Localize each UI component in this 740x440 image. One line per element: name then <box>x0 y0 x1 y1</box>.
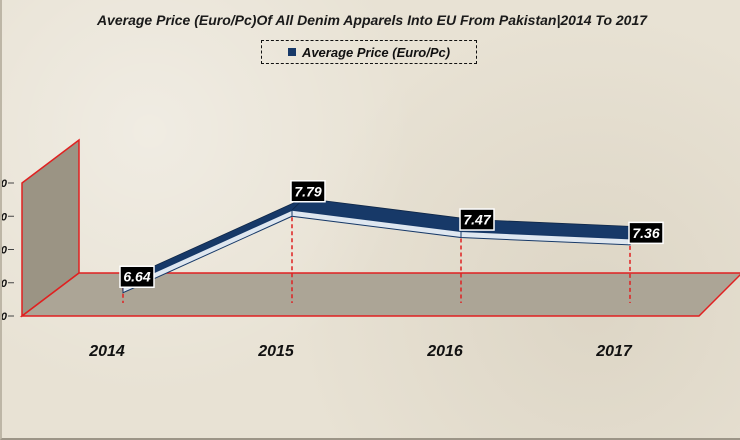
legend-label: Average Price (Euro/Pc) <box>301 44 451 60</box>
data-label-box <box>119 265 155 288</box>
data-label-box <box>290 180 326 203</box>
data-label-box <box>628 221 664 245</box>
data-label: 6.64 <box>123 269 150 285</box>
chart-floor <box>19 272 740 317</box>
x-tick-label: 2017 <box>595 343 633 360</box>
legend: Average Price (Euro/Pc) <box>261 40 477 64</box>
y-tick-label: 0 <box>2 211 8 223</box>
x-tick-label: 2015 <box>257 343 295 360</box>
series-ribbon-face <box>460 231 631 246</box>
data-label-box <box>459 208 495 231</box>
data-label: 7.79 <box>294 183 321 199</box>
y-tick-label: 0 <box>2 178 8 190</box>
y-tick-label: 0 <box>2 278 8 290</box>
y-tick-label: 0 <box>2 245 8 257</box>
chart-title: Average Price (Euro/Pc)Of All Denim Appa… <box>96 12 648 28</box>
x-tick-label: 2014 <box>88 343 125 360</box>
data-label: 7.36 <box>632 225 659 241</box>
y-tick-label: 0 <box>2 311 8 323</box>
data-label: 7.47 <box>463 212 491 228</box>
x-tick-label: 2016 <box>426 343 463 360</box>
legend-swatch <box>287 48 296 56</box>
